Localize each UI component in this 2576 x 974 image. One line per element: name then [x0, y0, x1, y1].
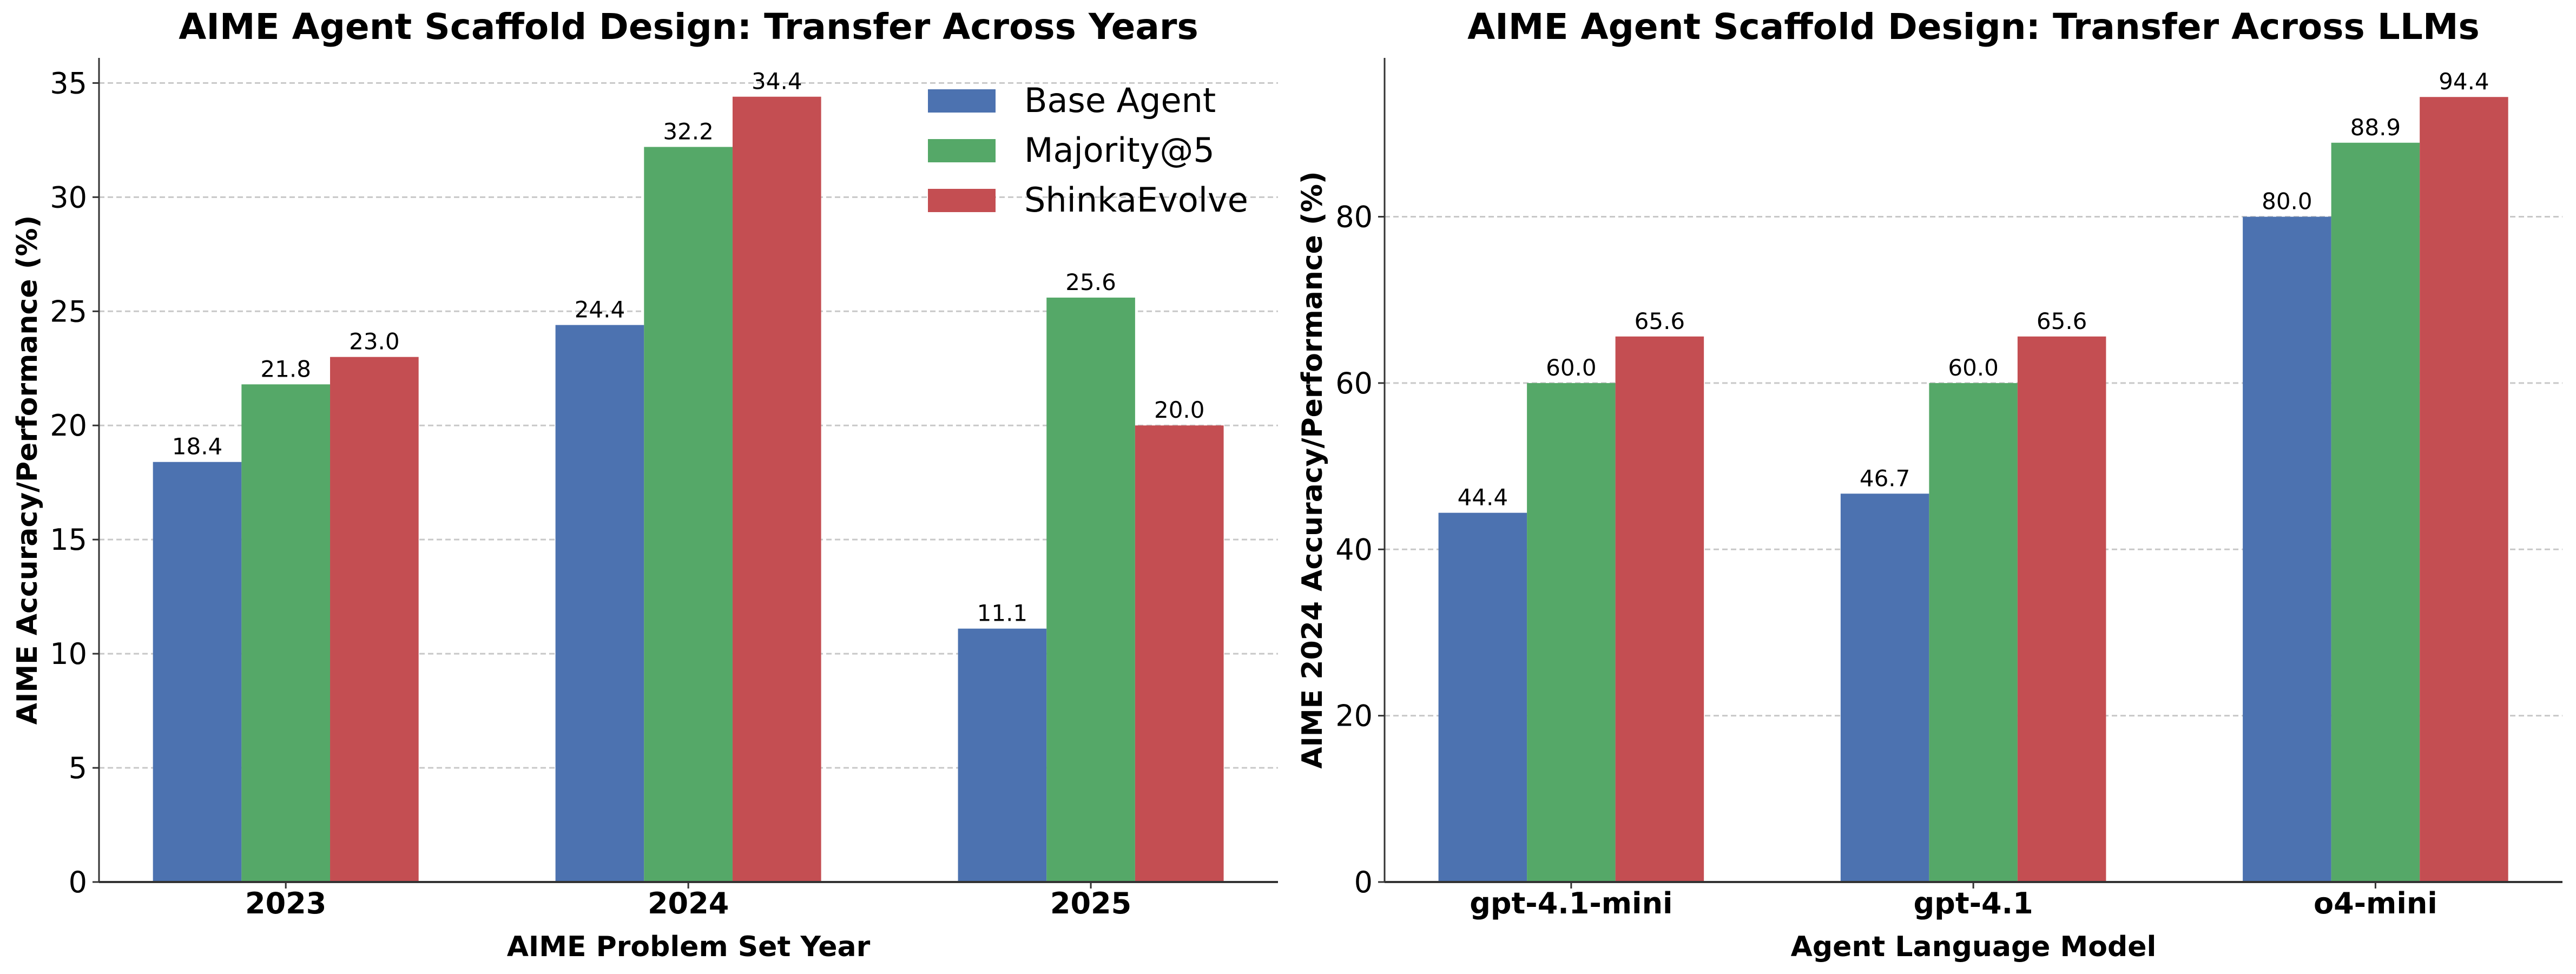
y-axis-label: AIME Accuracy/Performance (%)	[11, 215, 44, 725]
data-label: 24.4	[575, 297, 625, 323]
bar-shinkaevolve	[1135, 425, 1224, 882]
data-label: 21.8	[260, 356, 311, 382]
y-tick-label: 40	[1335, 532, 1373, 567]
data-label: 60.0	[1948, 354, 1999, 381]
y-tick-label: 25	[50, 294, 87, 328]
y-axis-label: AIME 2024 Accuracy/Performance (%)	[1296, 171, 1329, 768]
x-axis-label: Agent Language Model	[1791, 931, 2157, 963]
y-tick-label: 20	[50, 409, 87, 443]
bar-base-agent	[958, 628, 1047, 882]
data-label: 18.4	[172, 433, 223, 460]
data-label: 60.0	[1546, 354, 1597, 381]
legend-label: ShinkaEvolve	[1024, 180, 1248, 220]
bar-majority-5	[644, 147, 733, 882]
x-tick-label: gpt-4.1	[1914, 886, 2033, 920]
bar-shinkaevolve	[732, 96, 821, 882]
bar-base-agent	[1840, 493, 1929, 882]
bar-majority-5	[2331, 142, 2420, 882]
data-label: 32.2	[663, 119, 714, 145]
bar-shinkaevolve	[330, 357, 419, 882]
x-tick-label: 2025	[1050, 886, 1131, 920]
legend-swatch	[928, 139, 996, 162]
data-label: 20.0	[1154, 397, 1205, 423]
x-axis-label: AIME Problem Set Year	[507, 931, 871, 963]
chart-0: 0510152025303518.424.411.121.832.225.623…	[11, 6, 1278, 963]
bar-base-agent	[1438, 512, 1527, 882]
y-tick-label: 5	[69, 751, 87, 785]
bar-shinkaevolve	[2017, 336, 2106, 882]
data-label: 94.4	[2439, 68, 2489, 95]
bar-majority-5	[1046, 297, 1135, 883]
data-label: 65.6	[2037, 308, 2087, 334]
data-label: 44.4	[1458, 484, 1508, 511]
x-tick-label: 2024	[648, 886, 729, 920]
y-tick-label: 80	[1335, 200, 1373, 234]
bar-majority-5	[1527, 383, 1616, 882]
bar-shinkaevolve	[2420, 97, 2508, 882]
data-label: 65.6	[1635, 308, 1685, 334]
legend-swatch	[928, 189, 996, 212]
y-tick-label: 60	[1335, 366, 1373, 400]
legend-label: Majority@5	[1024, 130, 1215, 170]
chart-title: AIME Agent Scaffold Design: Transfer Acr…	[1467, 6, 2480, 48]
bar-base-agent	[153, 462, 242, 882]
y-tick-label: 0	[69, 865, 87, 899]
bar-majority-5	[1929, 383, 2018, 882]
legend-swatch	[928, 89, 996, 113]
data-label: 46.7	[1860, 465, 1910, 491]
bar-shinkaevolve	[1615, 336, 1704, 882]
y-tick-label: 30	[50, 180, 87, 214]
y-tick-label: 15	[50, 523, 87, 557]
chart-title: AIME Agent Scaffold Design: Transfer Acr…	[179, 6, 1198, 48]
y-tick-label: 35	[50, 66, 87, 100]
y-tick-label: 10	[50, 637, 87, 671]
data-label: 11.1	[977, 600, 1028, 627]
data-label: 25.6	[1065, 269, 1116, 295]
data-label: 88.9	[2350, 114, 2401, 141]
data-label: 23.0	[349, 328, 400, 355]
x-tick-label: o4-mini	[2314, 886, 2437, 920]
x-tick-label: gpt-4.1-mini	[1470, 886, 1672, 920]
data-label: 80.0	[2262, 188, 2313, 215]
y-tick-label: 20	[1335, 699, 1373, 733]
data-label: 34.4	[752, 68, 802, 95]
bar-majority-5	[241, 384, 331, 882]
chart-1: 0 20 40 60 80 44.4 46.7 80.0 60.0 60.0 88.9 65.6 65.…	[1296, 6, 2562, 963]
y-tick-label: 0	[1354, 865, 1373, 899]
bar-base-agent	[2243, 216, 2331, 883]
x-tick-label: 2023	[245, 886, 326, 920]
legend-label: Base Agent	[1024, 81, 1216, 120]
bar-base-agent	[555, 325, 644, 882]
legend: Base Agent Majority@5 ShinkaEvolve	[928, 81, 1248, 220]
